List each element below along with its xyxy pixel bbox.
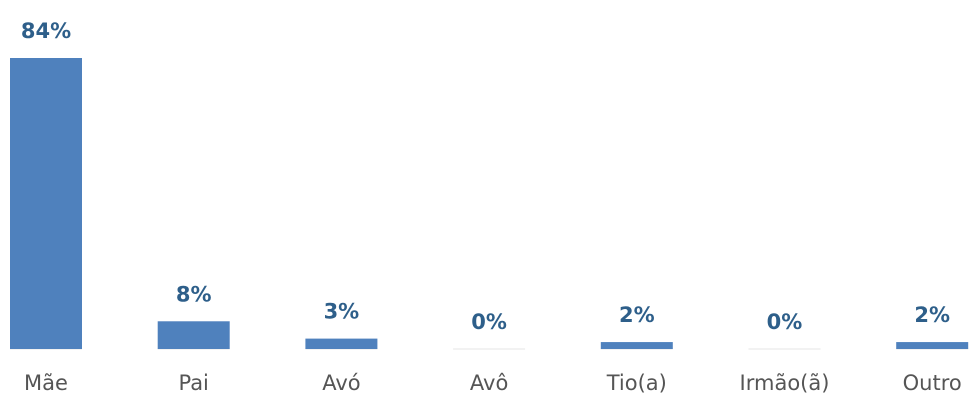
- x-tick-label: Pai: [178, 371, 208, 395]
- x-tick-label: Irmão(ã): [740, 371, 830, 395]
- x-tick-label: Tio(a): [606, 371, 667, 395]
- x-tick-label: Outro: [903, 371, 962, 395]
- x-tick-label: Avó: [322, 371, 360, 395]
- value-label: 0%: [471, 310, 507, 334]
- bar: [157, 321, 230, 349]
- value-label: 84%: [21, 19, 71, 43]
- value-label: 0%: [767, 310, 803, 334]
- bar: [896, 342, 969, 349]
- value-label: 2%: [914, 303, 950, 327]
- bar: [10, 58, 82, 349]
- x-tick-label: Mãe: [24, 371, 68, 395]
- value-label: 2%: [619, 303, 655, 327]
- value-label: 8%: [176, 282, 212, 306]
- x-tick-label: Avô: [470, 371, 508, 395]
- bar: [600, 342, 673, 349]
- bar: [305, 338, 378, 349]
- value-label: 3%: [324, 300, 360, 324]
